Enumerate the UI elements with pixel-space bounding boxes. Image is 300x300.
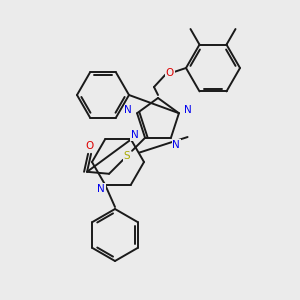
Text: N: N [131, 130, 139, 140]
Text: O: O [85, 141, 94, 151]
Text: O: O [166, 68, 174, 78]
Text: N: N [172, 140, 180, 150]
Text: N: N [184, 105, 192, 115]
Text: N: N [97, 184, 105, 194]
Text: N: N [124, 105, 132, 115]
Text: S: S [124, 151, 130, 161]
